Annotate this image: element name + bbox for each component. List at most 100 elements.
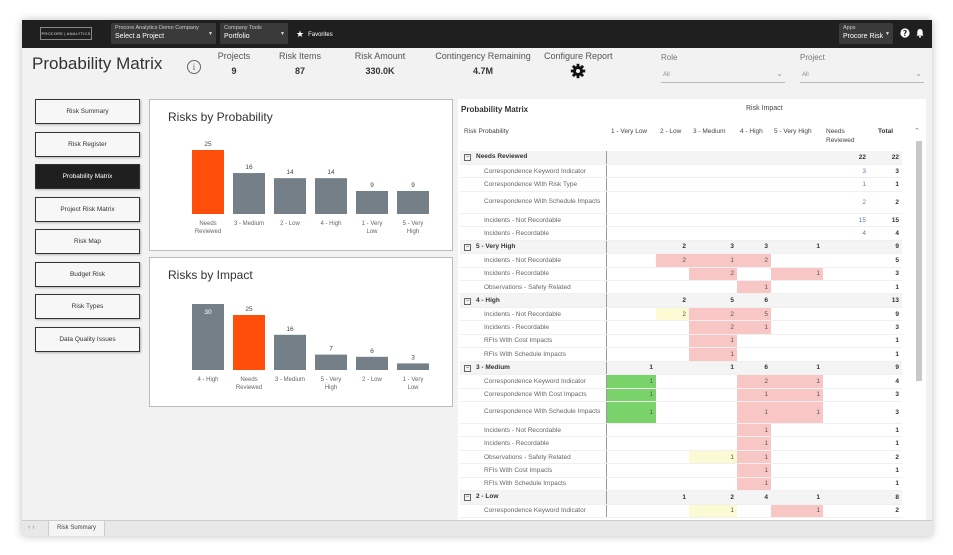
matrix-cell[interactable]: 1 (771, 374, 823, 389)
matrix-cell[interactable] (771, 347, 823, 362)
matrix-cell[interactable] (689, 213, 737, 228)
bar[interactable] (315, 354, 347, 370)
favorites-link[interactable]: ★ Favorites (296, 29, 333, 40)
matrix-cell[interactable] (656, 504, 689, 519)
matrix-cell[interactable]: 2 (689, 490, 737, 505)
matrix-cell[interactable] (656, 191, 689, 214)
matrix-cell[interactable]: 1 (689, 504, 737, 519)
matrix-cell[interactable]: 1 (771, 240, 823, 255)
column-header-total[interactable]: Total (878, 128, 894, 135)
matrix-cell[interactable]: 1 (737, 436, 771, 451)
matrix-cell[interactable] (656, 477, 689, 492)
matrix-cell[interactable] (737, 213, 771, 228)
matrix-cell[interactable] (656, 213, 689, 228)
matrix-group-row[interactable]: − Needs Reviewed 22 22 (460, 151, 902, 165)
apps-selector[interactable]: Apps Procore Risk ▼ (839, 23, 893, 44)
matrix-cell[interactable] (656, 450, 689, 465)
matrix-group-row[interactable]: −2 - Low 1 2 4 1 8 (460, 490, 902, 505)
matrix-cell[interactable] (656, 267, 689, 282)
role-filter[interactable]: Role All ⌄ (661, 53, 785, 83)
matrix-cell[interactable]: 2 (689, 320, 737, 335)
matrix-cell[interactable]: 2 (656, 240, 689, 255)
matrix-cell[interactable]: 1 (771, 361, 823, 376)
matrix-cell[interactable]: 1 (737, 423, 771, 438)
matrix-cell[interactable] (823, 504, 869, 519)
matrix-cell[interactable] (606, 191, 656, 214)
matrix-cell[interactable] (656, 151, 689, 165)
matrix-cell[interactable] (656, 320, 689, 335)
matrix-cell[interactable]: 1 (689, 334, 737, 349)
matrix-cell[interactable] (689, 151, 737, 165)
row-label[interactable]: −4 - High (460, 293, 607, 308)
company-selector[interactable]: Procore Analytics Demo Company Select a … (111, 23, 216, 44)
bar[interactable] (397, 190, 429, 214)
bar[interactable] (274, 178, 306, 214)
bar[interactable] (315, 178, 347, 214)
nav-button-risk-summary[interactable]: Risk Summary (35, 99, 140, 124)
matrix-cell[interactable] (656, 164, 689, 179)
matrix-group-row[interactable]: −3 - Medium 1 1 6 1 9 (460, 361, 902, 376)
matrix-cell[interactable] (737, 334, 771, 349)
matrix-cell[interactable] (823, 423, 869, 438)
matrix-cell[interactable] (737, 504, 771, 519)
matrix-cell[interactable] (656, 226, 689, 241)
matrix-cell[interactable] (606, 164, 656, 179)
matrix-cell[interactable] (656, 280, 689, 295)
matrix-cell[interactable] (606, 423, 656, 438)
matrix-cell[interactable] (606, 280, 656, 295)
matrix-group-row[interactable]: −5 - Very High 2 3 3 1 9 (460, 240, 902, 255)
matrix-cell[interactable] (771, 253, 823, 268)
matrix-cell[interactable]: 1 (606, 388, 656, 402)
matrix-cell[interactable] (737, 177, 771, 192)
matrix-cell[interactable] (823, 361, 869, 376)
matrix-cell[interactable] (823, 293, 869, 308)
matrix-cell[interactable]: 4 (737, 490, 771, 505)
matrix-cell[interactable] (823, 320, 869, 335)
matrix-cell[interactable] (656, 388, 689, 402)
matrix-cell[interactable] (737, 151, 771, 165)
matrix-cell[interactable] (771, 164, 823, 179)
matrix-cell[interactable] (606, 293, 656, 308)
row-label[interactable]: − Needs Reviewed (460, 151, 607, 165)
matrix-cell[interactable] (606, 307, 656, 322)
nav-button-risk-register[interactable]: Risk Register (35, 131, 140, 157)
bar[interactable] (356, 190, 388, 214)
page-nav-arrows[interactable]: ‹ › (28, 524, 35, 531)
nav-button-budget-risk[interactable]: Budget Risk (35, 261, 140, 287)
matrix-cell[interactable] (823, 374, 869, 389)
column-header[interactable]: 4 - High (740, 128, 763, 135)
matrix-cell[interactable]: 5 (689, 293, 737, 308)
matrix-cell[interactable]: 1 (689, 253, 737, 268)
row-label[interactable]: −3 - Medium (460, 361, 607, 376)
matrix-cell[interactable]: 1 (606, 361, 656, 376)
column-header[interactable]: Needs Reviewed (826, 128, 855, 144)
matrix-cell[interactable] (606, 213, 656, 228)
column-header[interactable]: 2 - Low (660, 128, 682, 135)
matrix-cell[interactable] (771, 151, 823, 165)
matrix-cell[interactable] (823, 240, 869, 255)
matrix-cell[interactable]: 4 (823, 226, 869, 241)
matrix-cell[interactable] (606, 504, 656, 519)
matrix-cell[interactable] (689, 388, 737, 402)
matrix-cell[interactable] (606, 347, 656, 362)
matrix-cell[interactable] (771, 280, 823, 295)
matrix-cell[interactable]: 1 (771, 504, 823, 519)
matrix-cell[interactable] (771, 436, 823, 451)
matrix-cell[interactable] (737, 226, 771, 241)
matrix-cell[interactable]: 1 (606, 374, 656, 389)
scroll-up-icon[interactable]: ⌃ (914, 128, 920, 135)
matrix-cell[interactable]: 15 (823, 213, 869, 228)
tab-risk-summary[interactable]: Risk Summary (48, 521, 106, 536)
matrix-cell[interactable] (606, 436, 656, 451)
matrix-cell[interactable] (656, 401, 689, 424)
matrix-cell[interactable] (656, 374, 689, 389)
matrix-cell[interactable]: 1 (737, 320, 771, 335)
matrix-cell[interactable]: 2 (656, 253, 689, 268)
matrix-group-row[interactable]: −4 - High 2 5 6 13 (460, 293, 902, 308)
matrix-cell[interactable]: 1 (737, 401, 771, 424)
matrix-cell[interactable]: 2 (737, 253, 771, 268)
matrix-cell[interactable] (606, 253, 656, 268)
matrix-cell[interactable]: 1 (771, 490, 823, 505)
matrix-cell[interactable] (656, 177, 689, 192)
matrix-cell[interactable]: 3 (737, 240, 771, 255)
